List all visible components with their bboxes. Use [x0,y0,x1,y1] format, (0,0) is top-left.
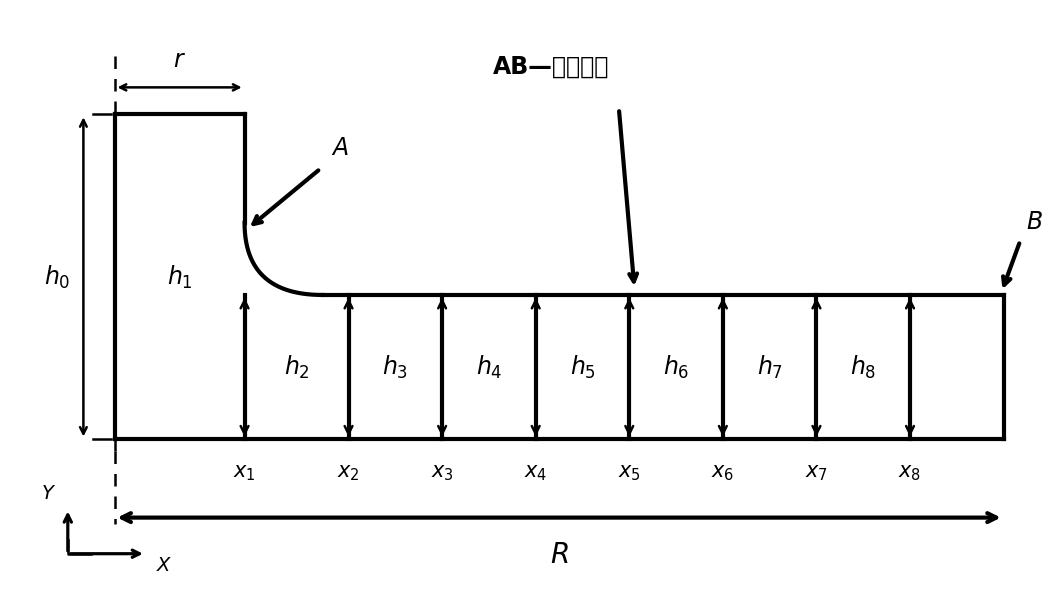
Text: $h_8$: $h_8$ [850,354,876,381]
Text: $r$: $r$ [173,49,186,72]
Text: $x_6$: $x_6$ [711,464,734,483]
Text: $Y$: $Y$ [41,484,56,502]
Text: AB—样条曲线: AB—样条曲线 [493,54,609,79]
Text: $h_0$: $h_0$ [45,263,71,290]
Text: $h_7$: $h_7$ [756,354,783,381]
Text: $h_2$: $h_2$ [283,354,310,381]
Text: $x_7$: $x_7$ [805,464,828,483]
Text: $X$: $X$ [156,557,173,575]
Text: $h_3$: $h_3$ [382,354,408,381]
Text: $A$: $A$ [331,136,349,160]
Text: $B$: $B$ [1026,209,1043,233]
Text: $x_3$: $x_3$ [431,464,453,483]
Text: $x_8$: $x_8$ [899,464,922,483]
Text: $R$: $R$ [550,542,569,569]
Text: $h_6$: $h_6$ [663,354,690,381]
Text: $h_1$: $h_1$ [167,263,192,290]
Text: $x_2$: $x_2$ [337,464,360,483]
Text: $x_5$: $x_5$ [618,464,641,483]
Text: $x_4$: $x_4$ [524,464,547,483]
Text: $h_4$: $h_4$ [475,354,502,381]
Text: $x_1$: $x_1$ [233,464,256,483]
Text: $h_5$: $h_5$ [570,354,595,381]
